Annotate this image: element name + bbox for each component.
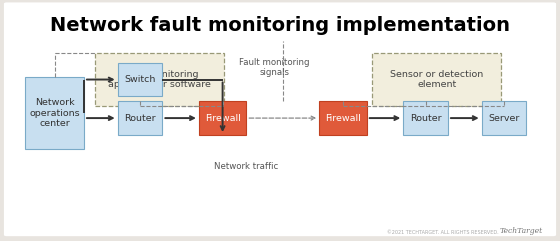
Text: Server: Server: [488, 114, 520, 123]
FancyBboxPatch shape: [25, 77, 84, 149]
FancyBboxPatch shape: [118, 63, 162, 96]
Text: Router: Router: [124, 114, 156, 123]
Text: Fault monitoring
signals: Fault monitoring signals: [239, 58, 310, 77]
Text: Network traffic: Network traffic: [214, 162, 278, 171]
FancyBboxPatch shape: [118, 101, 162, 135]
Text: Network fault monitoring implementation: Network fault monitoring implementation: [50, 16, 510, 35]
FancyBboxPatch shape: [4, 2, 556, 236]
FancyBboxPatch shape: [199, 101, 246, 135]
FancyBboxPatch shape: [372, 53, 501, 106]
Text: Sensor or detection
element: Sensor or detection element: [390, 70, 483, 89]
Text: Firewall: Firewall: [325, 114, 361, 123]
Text: ©2021 TECHTARGET. ALL RIGHTS RESERVED.: ©2021 TECHTARGET. ALL RIGHTS RESERVED.: [387, 230, 498, 235]
FancyBboxPatch shape: [482, 101, 526, 135]
FancyBboxPatch shape: [95, 53, 224, 106]
Text: Router: Router: [410, 114, 441, 123]
FancyBboxPatch shape: [319, 101, 367, 135]
Text: Network
operations
center: Network operations center: [29, 98, 80, 128]
FancyBboxPatch shape: [403, 101, 448, 135]
Text: TechTarget: TechTarget: [500, 227, 543, 235]
Text: Firewall: Firewall: [205, 114, 240, 123]
Text: Fault monitoring
appliance or software: Fault monitoring appliance or software: [108, 70, 211, 89]
Text: Switch: Switch: [124, 75, 156, 84]
